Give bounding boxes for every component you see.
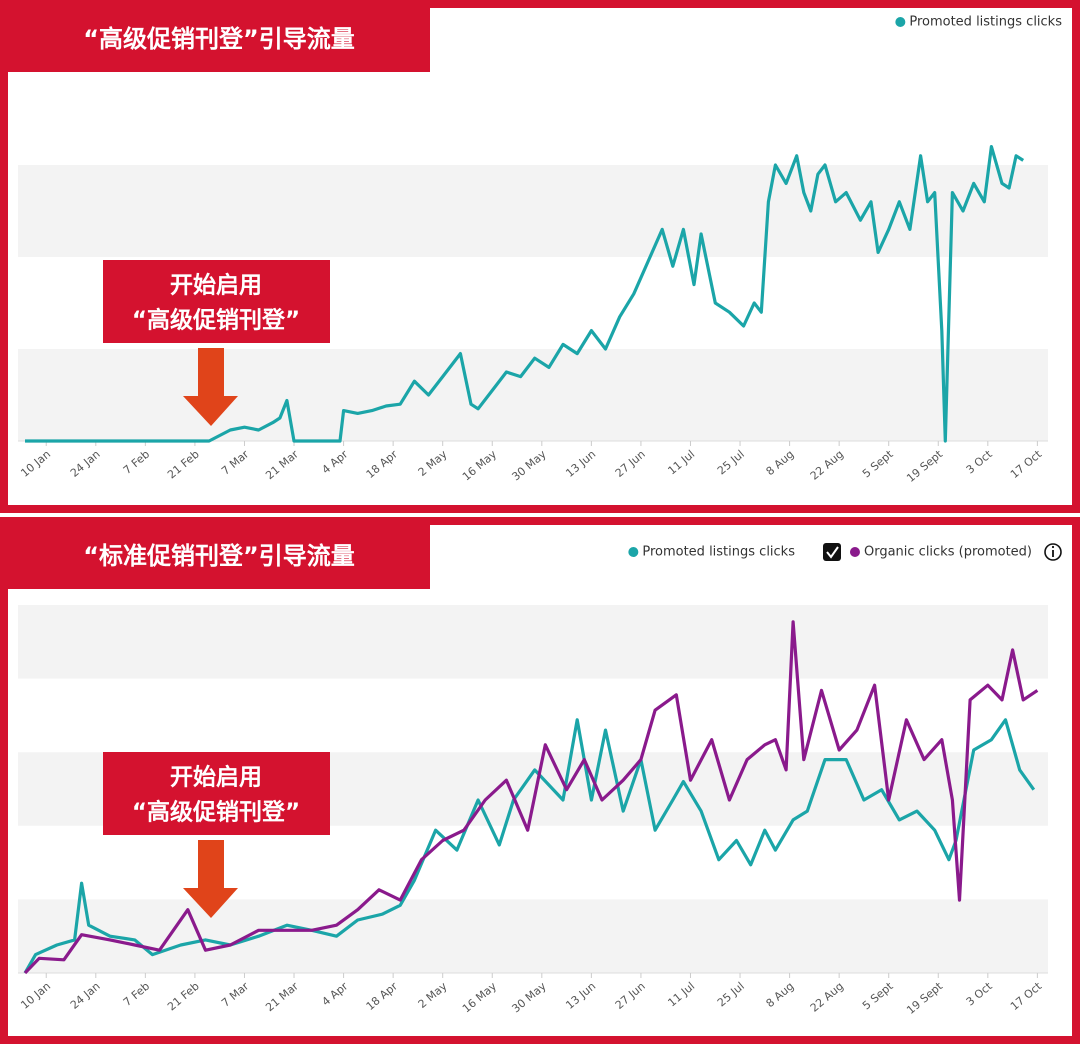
chart-title: “标准促销刊登”引导流量 [83, 542, 355, 570]
legend-label: Promoted listings clicks [909, 15, 1062, 30]
arrow [183, 348, 238, 426]
charts: 10 Jan 24 Jan 7 Feb 21 Feb 7 Mar 21 Mar 4 Apr 1… [18, 145, 1048, 1017]
arrow [183, 840, 238, 918]
annotation: “高级促销刊登” [132, 307, 300, 334]
grid-band [18, 349, 1048, 441]
info-icon[interactable] [1044, 543, 1062, 561]
annotation: 开始启用 [170, 764, 262, 791]
series-line [23, 620, 1039, 975]
grid-band [18, 899, 1048, 973]
title-box [8, 525, 430, 589]
info-icon-dot [1051, 545, 1055, 549]
annotation-box [103, 260, 330, 343]
legend-marker [895, 17, 906, 27]
series-line [25, 145, 1025, 443]
legend-checkbox[interactable] [823, 543, 841, 561]
annotation-box [103, 752, 330, 835]
legend-marker [628, 547, 639, 557]
annotation: “高级促销刊登” [132, 799, 300, 826]
checkmark [826, 546, 839, 559]
chart-title: “高级促销刊登”引导流量 [83, 25, 355, 53]
title-box [8, 8, 430, 72]
series-line [23, 718, 1036, 974]
grid-band [18, 605, 1048, 679]
legend-label: Promoted listings clicks [642, 545, 795, 560]
annotation: 开始启用 [170, 272, 262, 299]
legend-label: Organic clicks (promoted) [864, 545, 1032, 560]
legend-marker [849, 547, 860, 557]
grid-band [18, 165, 1048, 257]
